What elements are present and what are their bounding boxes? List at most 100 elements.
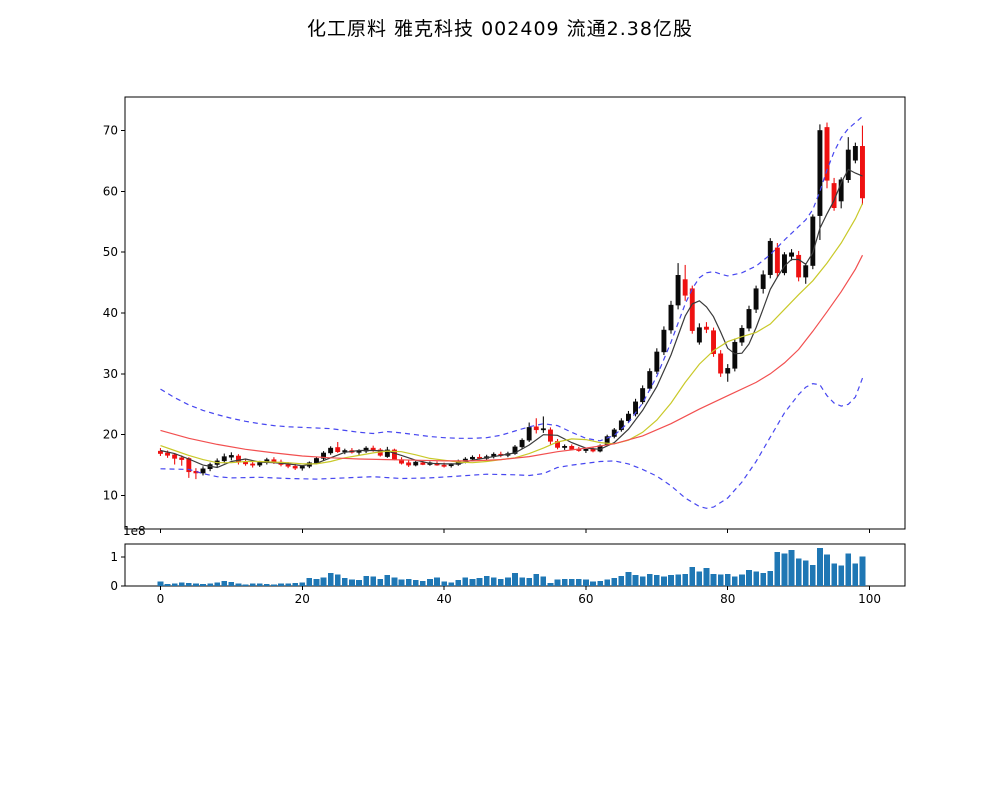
candle-down: [774, 243, 780, 278]
volume-bar: [682, 573, 688, 586]
candle-up: [562, 444, 568, 450]
candle-body: [356, 450, 362, 453]
volume-bar: [632, 575, 639, 586]
y-tick-label: 40: [103, 306, 118, 320]
volume-bar: [746, 570, 752, 586]
candles: [158, 122, 865, 480]
y-tick-label: 70: [103, 123, 118, 137]
candle-body: [789, 252, 794, 257]
volume-bar: [568, 578, 575, 586]
y-tick-label: 30: [103, 367, 118, 381]
volume-bar: [264, 584, 270, 586]
volume-bar: [427, 578, 433, 586]
x-tick-label: 40: [436, 592, 451, 606]
candle-body: [158, 450, 163, 454]
candle-down: [250, 461, 256, 468]
candle-up: [668, 300, 674, 334]
candle-body: [760, 274, 766, 289]
candle-body: [370, 447, 376, 451]
candle-up: [618, 418, 624, 432]
candle-down: [796, 250, 802, 282]
candle-body: [221, 456, 227, 462]
volume-bar: [696, 571, 703, 586]
volume-scale-label: 1e8: [123, 524, 146, 538]
candle-down: [718, 350, 724, 377]
volume-bar: [561, 578, 568, 586]
volume-bar: [831, 563, 837, 586]
candle-body: [782, 254, 787, 274]
x-tick-label: 80: [720, 592, 735, 606]
candle-body: [328, 447, 334, 454]
candle-body: [661, 329, 667, 353]
candle-body: [675, 275, 681, 306]
chart-title: 化工原料 雅克科技 002409 流通2.38亿股: [307, 18, 693, 40]
candle-down: [158, 448, 163, 456]
volume-panel: 010 20 40 60 80 100: [110, 543, 906, 606]
volume-bar: [434, 577, 440, 586]
volume-bar: [788, 549, 795, 586]
candle-body: [838, 179, 844, 202]
y-tick-label: 0: [110, 579, 118, 593]
candle-up: [661, 326, 667, 355]
candle-up: [782, 252, 787, 276]
volume-bar: [313, 578, 320, 586]
volume-bar: [391, 577, 398, 586]
volume-bar: [689, 567, 696, 586]
candle-body: [626, 413, 631, 421]
overlay-ma-fast: [160, 168, 863, 469]
candle-down: [689, 285, 695, 334]
candle-body: [363, 447, 369, 452]
candle-body: [172, 454, 178, 459]
volume-bar: [186, 583, 192, 586]
candle-down: [860, 125, 865, 205]
volume-bar: [519, 577, 525, 586]
candle-body: [696, 327, 702, 343]
candle-down: [533, 418, 539, 434]
candle-body: [413, 461, 419, 466]
volume-bar: [668, 575, 674, 586]
candle-up: [321, 451, 326, 461]
x-tick-label: 60: [578, 592, 593, 606]
candle-body: [441, 464, 447, 467]
candle-body: [228, 455, 234, 458]
volume-bar: [370, 576, 376, 586]
candle-body: [810, 216, 816, 266]
candle-down: [193, 468, 199, 480]
volume-bar: [576, 579, 582, 586]
candle-body: [774, 247, 780, 274]
volume-bar: [193, 583, 199, 586]
candle-down: [406, 460, 412, 467]
candle-body: [682, 279, 688, 296]
volume-bar: [334, 574, 341, 586]
volume-bar: [342, 577, 348, 586]
candle-body: [704, 326, 709, 330]
volume-bar: [320, 577, 327, 586]
candle-up: [675, 263, 681, 310]
volume-bar: [242, 584, 249, 586]
candle-up: [519, 438, 525, 449]
candle-down: [392, 448, 397, 461]
volume-bar: [327, 573, 334, 586]
candle-up: [696, 323, 702, 345]
volume-bar: [618, 575, 625, 586]
volume-bar: [859, 556, 866, 586]
candle-body: [299, 466, 305, 469]
volume-bar: [533, 573, 540, 586]
volume-bar: [420, 580, 426, 586]
volume-bar: [483, 575, 490, 586]
volume-bar: [661, 576, 667, 586]
candle-body: [200, 468, 206, 474]
volume-bar: [455, 580, 462, 586]
volume-bar: [157, 581, 164, 586]
candle-body: [569, 446, 575, 450]
candle-up: [810, 214, 816, 270]
volume-bar: [795, 558, 802, 586]
candle-up: [753, 285, 759, 313]
volume-bar: [356, 580, 362, 586]
candle-body: [732, 341, 738, 369]
volume-bar: [767, 570, 774, 586]
candle-body: [314, 458, 319, 463]
volume-bar: [817, 547, 823, 586]
volume-bar: [724, 573, 731, 586]
